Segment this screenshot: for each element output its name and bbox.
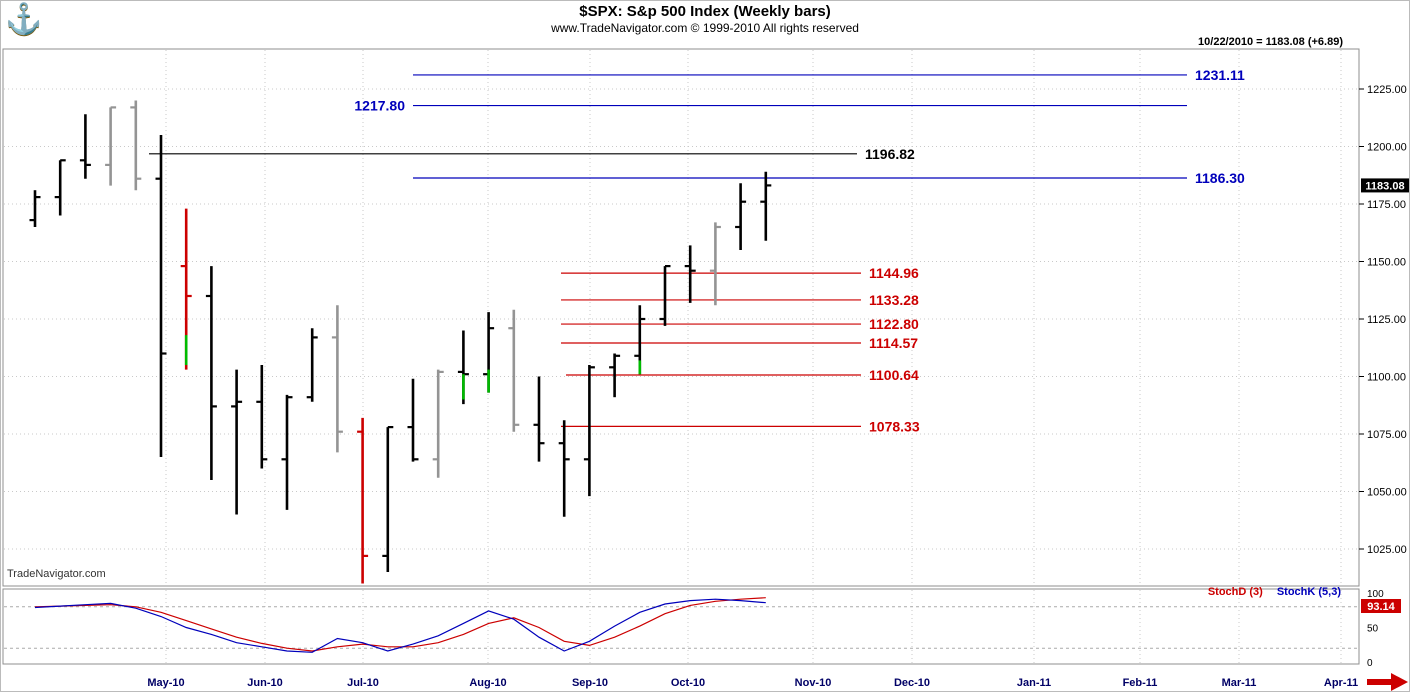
stoch-d-legend-label: StochD (3) <box>1207 586 1263 598</box>
trendline-price-label[interactable]: 1078.33 <box>869 418 920 434</box>
price-tick-label: 1200.00 <box>1367 142 1407 154</box>
price-tick-label: 1075.00 <box>1367 429 1407 441</box>
price-tick-label: 1050.00 <box>1367 487 1407 499</box>
price-bar <box>281 394 293 510</box>
price-bar <box>659 265 671 326</box>
stochastic-legend: StochD (3) StochK (5,3) <box>1208 586 1341 598</box>
month-label: Nov-10 <box>795 677 832 689</box>
month-label: Apr-11 <box>1324 677 1358 689</box>
price-bar <box>29 190 41 227</box>
trade-navigator-logo-icon: ⚓ <box>5 3 43 36</box>
price-bar <box>382 426 394 572</box>
stoch-k-legend-label: StochK (5,3) <box>1276 586 1341 598</box>
price-bar <box>483 312 495 393</box>
month-label: Feb-11 <box>1123 677 1158 689</box>
month-label: Sep-10 <box>572 677 608 689</box>
trendline-price-label[interactable]: 1122.80 <box>869 316 919 332</box>
stoch-d-line <box>34 597 766 652</box>
price-bar <box>583 365 595 497</box>
month-label: May-10 <box>147 677 184 689</box>
month-label: Oct-10 <box>671 677 705 689</box>
trendline-price-label[interactable]: 1114.57 <box>869 335 918 351</box>
month-label: Jan-11 <box>1017 677 1051 689</box>
price-bar <box>634 305 646 375</box>
price-bar <box>105 106 117 186</box>
price-bar <box>205 266 217 480</box>
price-bar <box>155 135 167 457</box>
month-label: Jul-10 <box>347 677 379 689</box>
price-bar <box>508 309 520 432</box>
month-label: Aug-10 <box>469 677 506 689</box>
trendline-price-label[interactable]: 1144.96 <box>869 265 919 281</box>
price-bar <box>407 378 419 462</box>
price-bar <box>357 417 369 584</box>
price-bar <box>231 369 243 515</box>
price-bar <box>130 100 142 191</box>
trendline-price-label[interactable]: 1100.64 <box>869 367 919 383</box>
scroll-right-arrow[interactable] <box>1367 673 1408 691</box>
price-tick-label: 1175.00 <box>1367 199 1406 211</box>
stoch-tick-label: 50 <box>1367 624 1379 635</box>
price-bar <box>432 369 444 478</box>
price-bar <box>558 420 570 517</box>
price-tick-label: 1225.00 <box>1367 84 1407 96</box>
stoch-value-badge <box>1361 599 1401 613</box>
price-bar <box>609 353 621 398</box>
price-bar <box>735 183 747 250</box>
stoch-k-line <box>34 598 766 653</box>
stoch-tick-label: 0 <box>1367 658 1373 669</box>
main-chart-panel <box>2 48 1360 587</box>
month-label: Mar-11 <box>1222 677 1257 689</box>
last-quote-readout: 10/22/2010 = 1183.08 (+6.89) <box>1198 36 1343 48</box>
trendline-price-label[interactable]: 1133.28 <box>869 292 919 308</box>
last-price-badge <box>1361 178 1409 193</box>
price-bar <box>79 114 91 179</box>
trendline-price-label[interactable]: 1231.11 <box>1195 67 1245 83</box>
price-bar <box>306 328 318 402</box>
trendline-price-label[interactable]: 1196.82 <box>865 146 915 162</box>
month-label: Jun-10 <box>247 677 282 689</box>
stoch-tick-label: 100 <box>1367 589 1384 600</box>
price-bar <box>331 305 343 453</box>
price-tick-label: 1150.00 <box>1367 257 1406 269</box>
price-bar <box>760 171 772 241</box>
price-tick-label: 1025.00 <box>1367 544 1407 556</box>
stochastic-panel <box>2 588 1360 665</box>
stoch-value-badge-text: 93.14 <box>1367 601 1395 613</box>
trendline-price-label[interactable]: 1217.80 <box>354 98 405 114</box>
price-bar <box>684 245 696 303</box>
price-bar <box>457 330 469 405</box>
month-label: Dec-10 <box>894 677 930 689</box>
price-tick-label: 1125.00 <box>1367 314 1406 326</box>
price-bar <box>256 365 268 469</box>
price-bar <box>709 222 721 306</box>
price-bar <box>180 208 192 370</box>
price-tick-label: 1100.00 <box>1367 372 1406 384</box>
price-bar <box>533 376 545 462</box>
price-bar <box>54 159 66 216</box>
watermark-text: TradeNavigator.com <box>7 568 106 580</box>
last-price-badge-text: 1183.08 <box>1365 180 1404 192</box>
trendline-price-label[interactable]: 1186.30 <box>1195 170 1245 186</box>
